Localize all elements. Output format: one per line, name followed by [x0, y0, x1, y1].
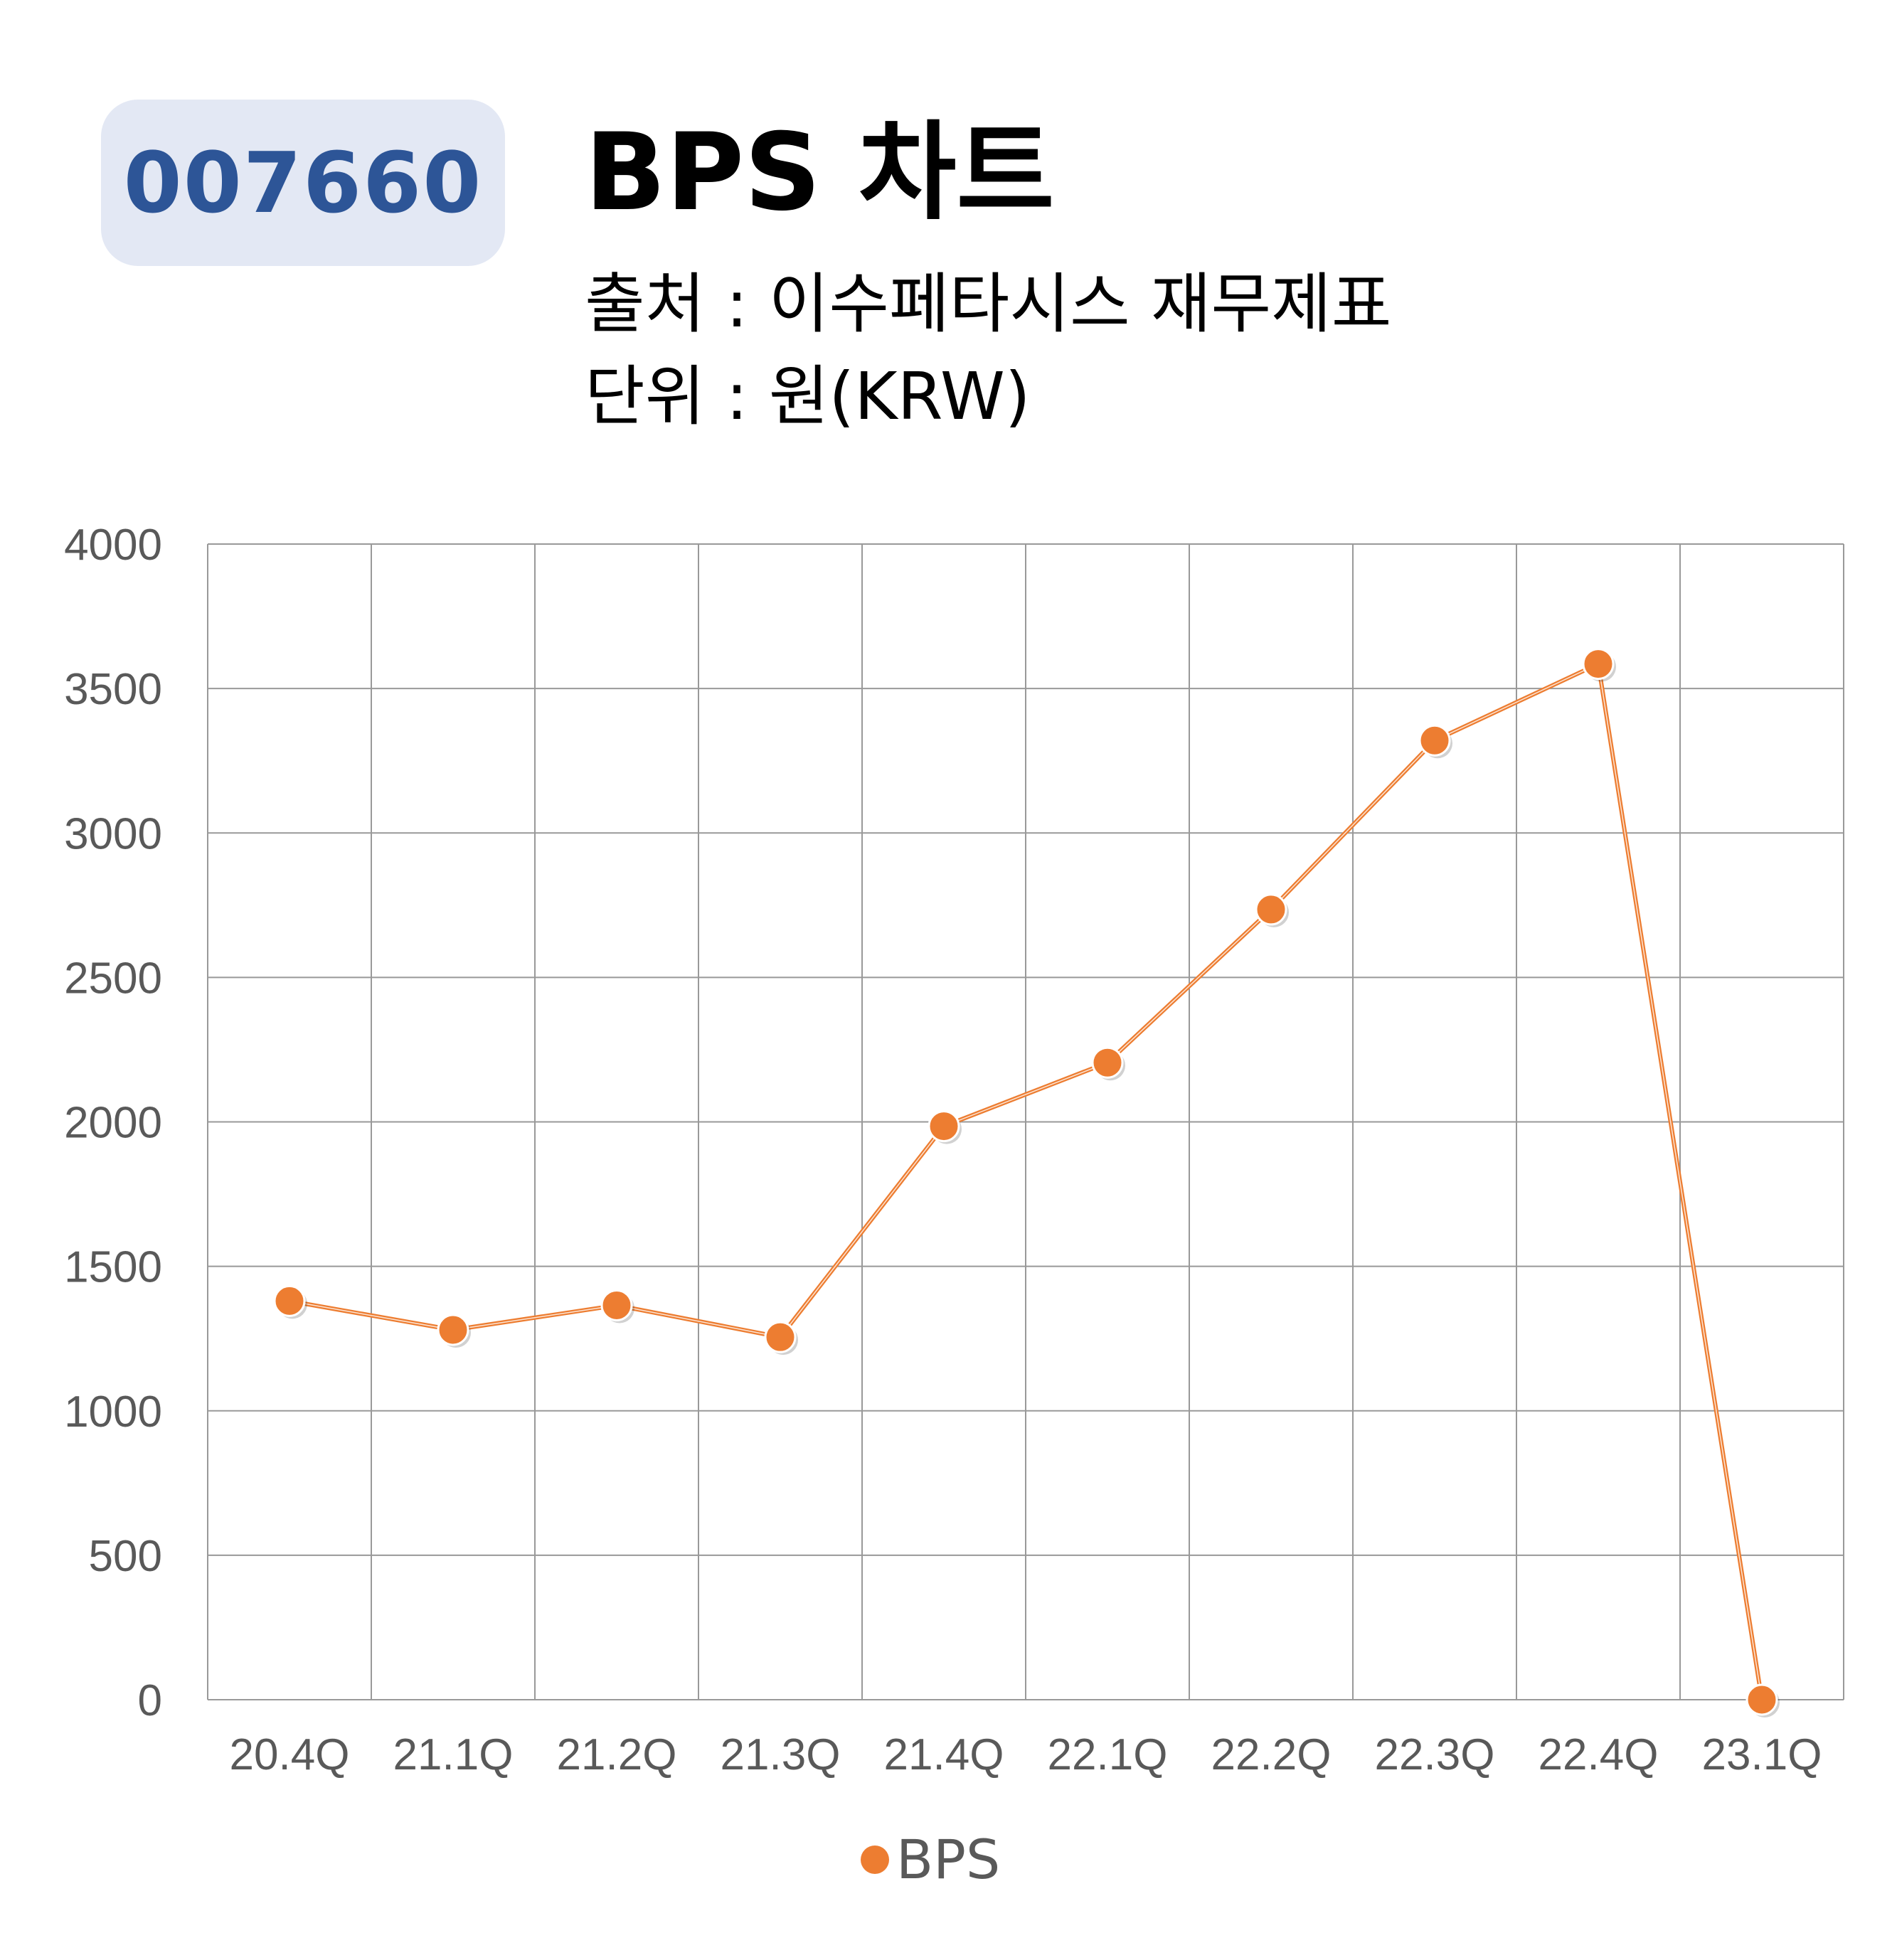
data-point [1418, 724, 1451, 757]
y-tick-label: 500 [89, 1532, 162, 1581]
x-tick-label: 22.4Q [1539, 1730, 1659, 1779]
data-point [764, 1321, 797, 1353]
x-tick-label: 21.3Q [721, 1730, 841, 1779]
legend-label: BPS [896, 1828, 1001, 1891]
y-tick-label: 4000 [64, 521, 162, 570]
data-point [600, 1289, 633, 1321]
data-point [928, 1110, 960, 1143]
y-tick-label: 1000 [64, 1388, 162, 1437]
data-point [1255, 893, 1287, 926]
data-point [1582, 648, 1615, 681]
y-tick-label: 0 [138, 1676, 162, 1725]
data-point [437, 1314, 469, 1346]
series-line-highlight [289, 663, 1763, 1700]
y-tick-label: 1500 [64, 1243, 162, 1292]
stock-code: 007660 [123, 134, 483, 232]
bps-line-chart: 0 500 1000 1500 2000 2500 3000 3500 4000 20.4Q 21.… [64, 521, 1844, 1779]
chart-legend: BPS [861, 1828, 1000, 1891]
unit-line: 단위 : 원(KRW) [585, 358, 1031, 435]
stock-code-badge: 007660 [101, 100, 505, 266]
y-tick-label: 2500 [64, 954, 162, 1003]
y-tick-label: 3500 [64, 665, 162, 714]
x-tick-label: 22.3Q [1375, 1730, 1495, 1779]
x-tick-label: 21.2Q [557, 1730, 677, 1779]
x-tick-label: 22.1Q [1048, 1730, 1168, 1779]
x-tick-label: 21.4Q [884, 1730, 1004, 1779]
chart-title: BPS 차트 [585, 111, 1055, 235]
legend-marker-icon [861, 1845, 889, 1874]
data-point [1091, 1046, 1124, 1079]
y-tick-label: 3000 [64, 809, 162, 858]
x-tick-label: 23.1Q [1702, 1730, 1822, 1779]
data-point [1745, 1683, 1778, 1716]
y-tick-label: 2000 [64, 1099, 162, 1148]
x-tick-label: 21.1Q [393, 1730, 514, 1779]
data-point [273, 1284, 306, 1317]
x-tick-label: 22.2Q [1211, 1730, 1332, 1779]
x-tick-label: 20.4Q [230, 1730, 350, 1779]
source-line: 출처 : 이수페타시스 재무제표 [585, 266, 1392, 342]
